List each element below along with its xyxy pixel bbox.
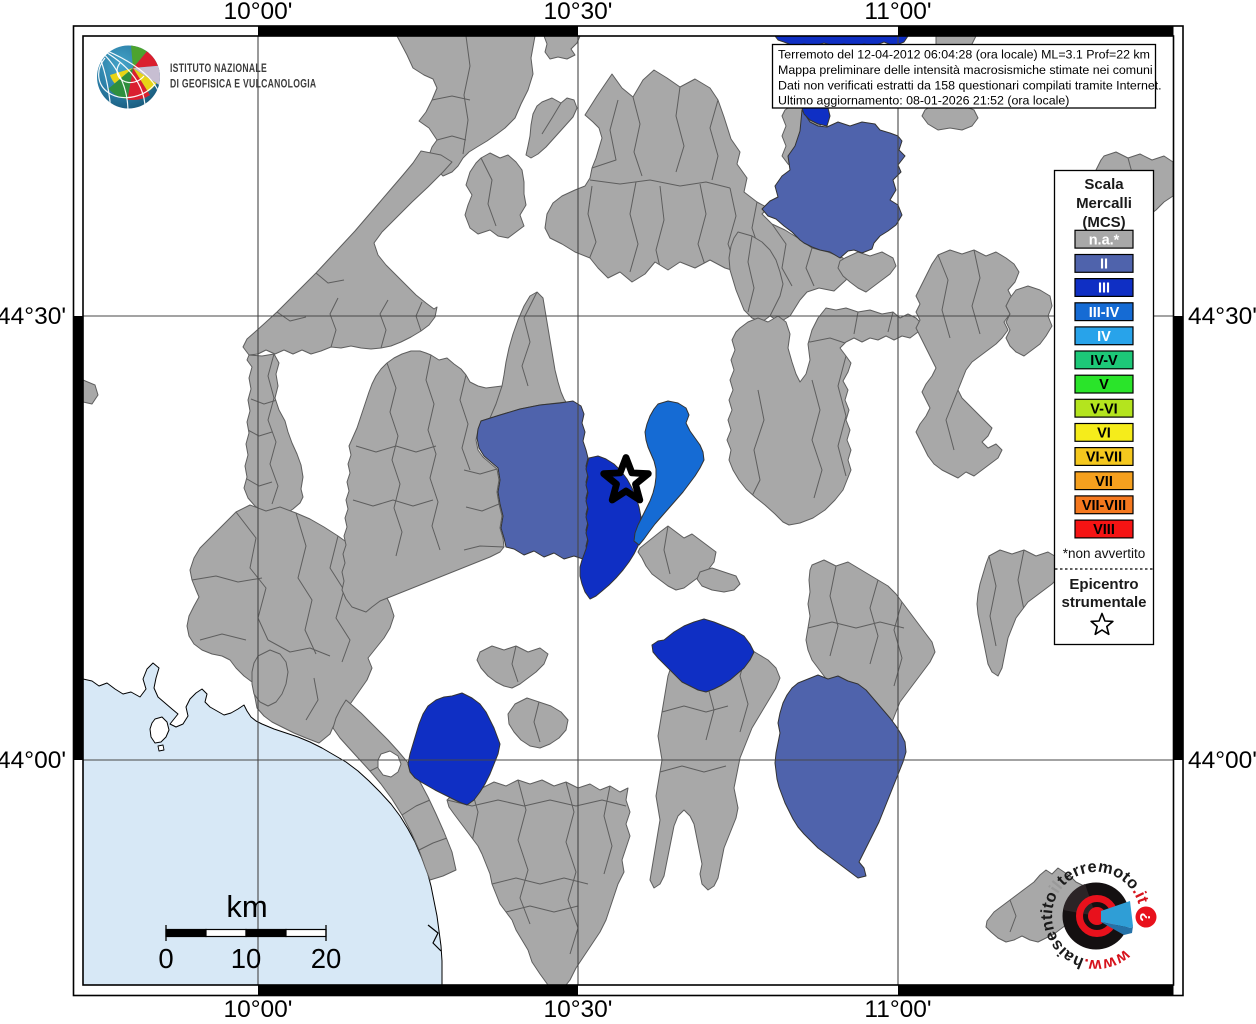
svg-text:Ultimo aggiornamento: 08-01-20: Ultimo aggiornamento: 08-01-2026 21:52 (… (778, 94, 1069, 108)
svg-text:*non avvertito: *non avvertito (1063, 546, 1146, 561)
svg-text:VII-VIII: VII-VIII (1082, 498, 1126, 514)
svg-text:44°00': 44°00' (1188, 747, 1256, 774)
svg-text:IV-V: IV-V (1090, 353, 1118, 369)
svg-text:Dati non verificati estratti d: Dati non verificati estratti da 158 ques… (778, 79, 1162, 93)
svg-text:10: 10 (231, 943, 262, 974)
svg-text:VII: VII (1095, 474, 1113, 490)
svg-text:0: 0 (158, 943, 173, 974)
svg-text:km: km (226, 889, 267, 924)
svg-text:n.a.*: n.a.* (1089, 232, 1120, 248)
svg-text:11°00': 11°00' (864, 996, 931, 1023)
svg-text:Mercalli: Mercalli (1076, 195, 1132, 212)
svg-text:Mappa preliminare delle intens: Mappa preliminare delle intensità macros… (778, 63, 1153, 77)
svg-text:VI: VI (1097, 426, 1111, 442)
svg-text:?: ? (1137, 912, 1154, 921)
svg-text:III: III (1098, 281, 1110, 297)
svg-text:VI-VII: VI-VII (1086, 450, 1122, 466)
svg-text:IV: IV (1097, 329, 1111, 345)
svg-text:V-VI: V-VI (1090, 401, 1117, 417)
svg-text:44°30': 44°30' (0, 303, 66, 330)
svg-text:44°30': 44°30' (1188, 303, 1256, 330)
svg-text:10°00': 10°00' (224, 0, 293, 25)
svg-text:44°00': 44°00' (0, 747, 66, 774)
svg-text:Terremoto del 12-04-2012 06:04: Terremoto del 12-04-2012 06:04:28 (ora l… (778, 48, 1150, 62)
svg-text:(MCS): (MCS) (1082, 214, 1125, 231)
svg-text:VIII: VIII (1093, 522, 1115, 538)
svg-text:10°30': 10°30' (544, 996, 613, 1023)
svg-text:11°00': 11°00' (864, 0, 931, 25)
svg-text:DI GEOFISICA E VULCANOLOGIA: DI GEOFISICA E VULCANOLOGIA (170, 78, 317, 91)
svg-text:10°30': 10°30' (544, 0, 613, 25)
svg-text:II: II (1100, 257, 1108, 273)
svg-text:20: 20 (311, 943, 342, 974)
svg-text:ISTITUTO NAZIONALE: ISTITUTO NAZIONALE (170, 63, 267, 76)
svg-text:V: V (1099, 377, 1109, 393)
svg-text:III-IV: III-IV (1089, 305, 1120, 321)
svg-text:strumentale: strumentale (1061, 594, 1146, 611)
svg-text:Scala: Scala (1084, 176, 1124, 193)
svg-text:Epicentro: Epicentro (1069, 576, 1138, 593)
svg-text:10°00': 10°00' (224, 996, 293, 1023)
